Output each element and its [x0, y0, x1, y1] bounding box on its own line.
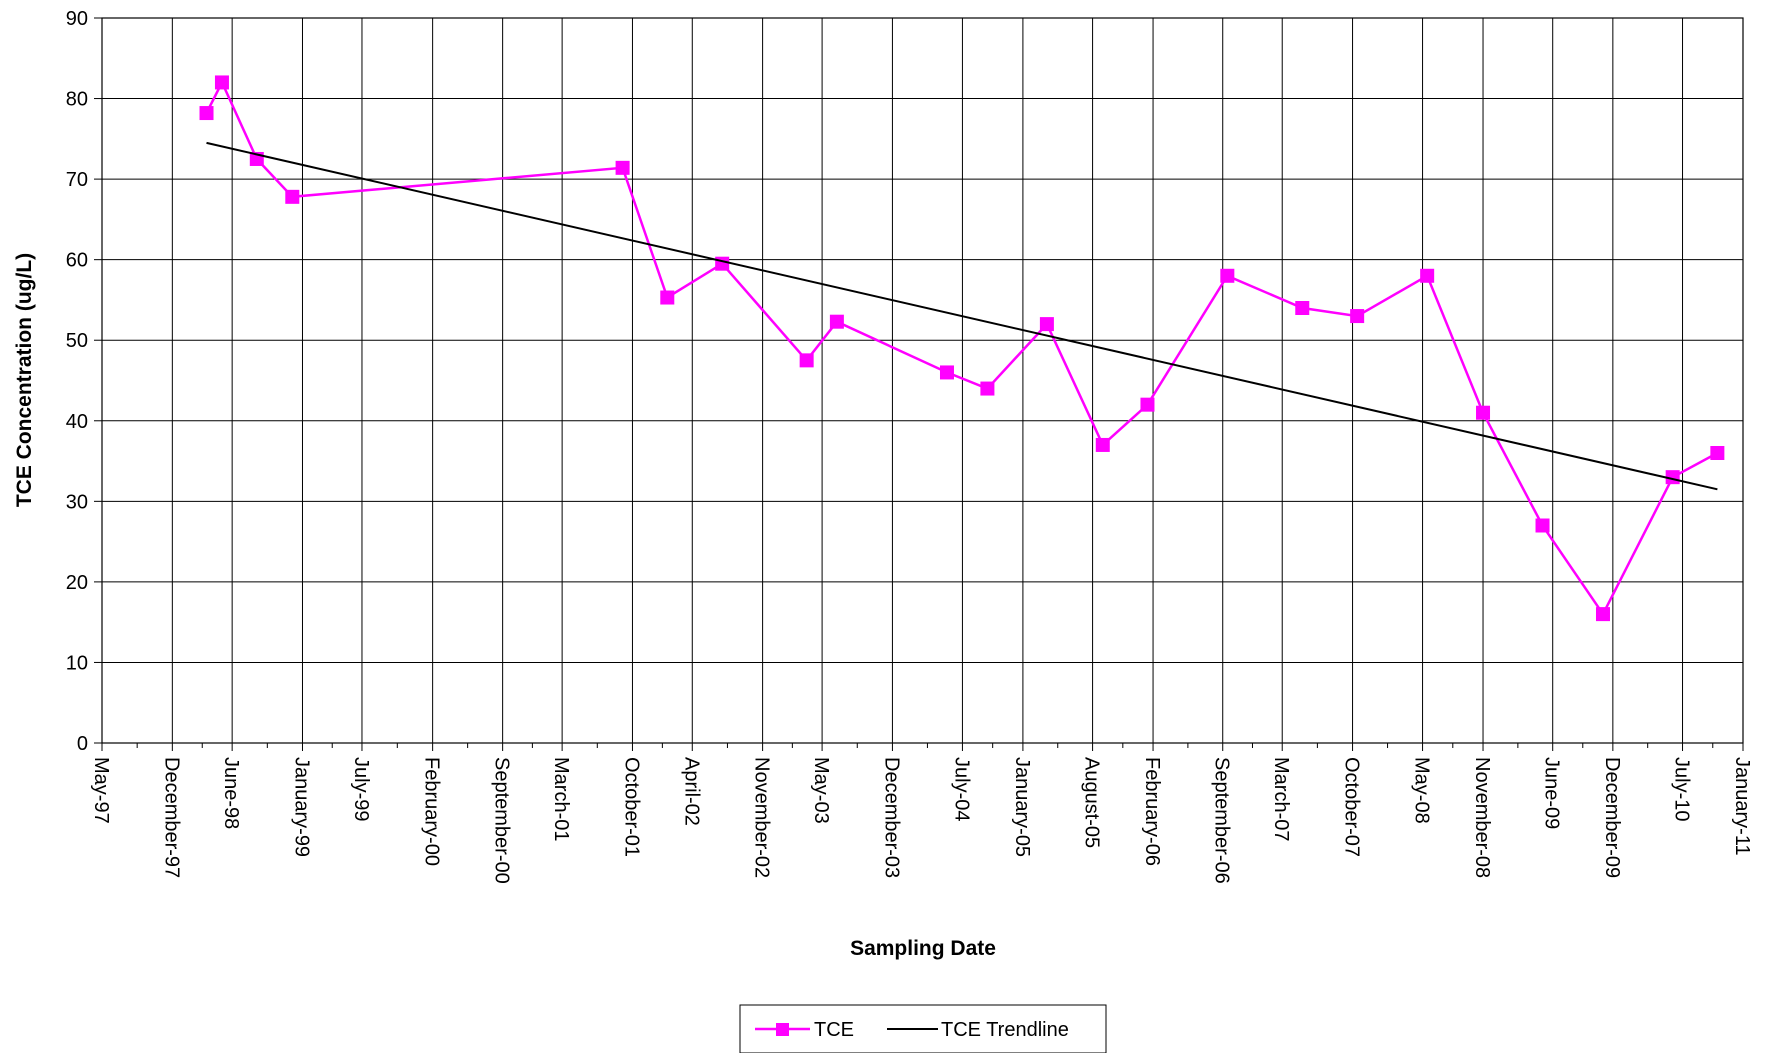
tce-data-point: [1220, 268, 1235, 283]
gridlines: [101, 17, 1744, 744]
tce-data-point: [199, 106, 214, 121]
x-tick-label: July-10: [1671, 757, 1693, 821]
y-tick-label: 50: [66, 330, 88, 352]
tce-data-point: [660, 290, 675, 305]
x-tick-label: February-06: [1141, 757, 1163, 866]
x-tick-label: May-03: [810, 757, 832, 824]
tce-data-point: [1420, 268, 1435, 283]
tce-data-point: [1295, 301, 1310, 315]
tce-data-point: [1039, 317, 1054, 332]
y-axis-ticks: 0 10 20 30 40 50 60 70 80 90: [66, 8, 88, 755]
x-tick-label: November-08: [1471, 757, 1493, 878]
x-tick-label: October-01: [620, 757, 642, 857]
tce-data-point: [939, 365, 954, 380]
x-tick-label: February-00: [421, 757, 443, 866]
y-tick-label: 40: [66, 411, 88, 433]
x-tick-label: January-11: [1731, 757, 1753, 856]
x-tick-label: November-02: [751, 757, 773, 878]
tce-data-point: [285, 189, 300, 204]
x-tick-label: October-07: [1341, 757, 1363, 857]
tce-data-point: [1476, 405, 1491, 420]
x-tick-label: June-98: [220, 757, 242, 829]
tce-data-point: [1140, 397, 1155, 412]
x-tick-label: September-00: [491, 757, 513, 884]
tce-trendline: [206, 141, 1718, 491]
x-tick-label: January-05: [1011, 757, 1033, 857]
x-axis-title: Sampling Date: [850, 937, 996, 960]
x-tick-label: March-07: [1270, 757, 1292, 841]
tce-data-point: [1710, 446, 1725, 460]
y-tick-label: 70: [66, 169, 88, 191]
x-tick-label: March-01: [550, 757, 572, 841]
y-axis-title: TCE Concentration (ug/L): [13, 253, 36, 507]
legend: TCE TCE Trendline: [739, 1004, 1107, 1053]
tce-data-point: [615, 160, 630, 175]
tce-data-point: [980, 381, 995, 396]
y-tick-label: 10: [66, 652, 88, 674]
x-tick-label: July-99: [350, 757, 372, 821]
legend-marker-tce: [776, 1023, 789, 1036]
y-tick-label: 80: [66, 89, 88, 111]
y-tick-label: 0: [77, 733, 88, 755]
series-layer: [199, 75, 1725, 622]
x-tick-label: September-06: [1211, 757, 1233, 884]
plot-border: [101, 17, 1744, 744]
legend-label-tce: TCE: [814, 1019, 854, 1041]
x-tick-label: June-09: [1541, 757, 1563, 829]
axes: [94, 17, 1744, 751]
x-tick-label: May-08: [1411, 757, 1433, 824]
x-tick-label: January-99: [290, 757, 312, 857]
tce-data-point: [1535, 518, 1550, 533]
y-tick-label: 60: [66, 250, 88, 272]
y-tick-label: 20: [66, 572, 88, 594]
tce-data-point: [829, 314, 844, 329]
x-tick-label: December-97: [160, 757, 182, 878]
tce-data-point: [1350, 309, 1365, 324]
x-tick-label: July-04: [950, 757, 972, 821]
plot-area: [102, 18, 1743, 743]
tce-data-point: [715, 256, 730, 271]
x-tick-label: December-03: [880, 757, 902, 878]
x-tick-label: December-09: [1601, 757, 1623, 878]
y-tick-label: 30: [66, 491, 88, 513]
tce-data-point: [1095, 437, 1110, 452]
y-tick-label: 90: [66, 8, 88, 30]
x-tick-label: April-02: [680, 757, 702, 826]
tce-data-point: [214, 75, 229, 90]
x-tick-label: August-05: [1081, 757, 1103, 848]
tce-data-point: [799, 353, 814, 368]
x-axis-ticks: May-97 December-97 June-98 January-99 July-9…: [90, 757, 1753, 884]
x-tick-label: May-97: [90, 757, 112, 824]
legend-label-trendline: TCE Trendline: [941, 1019, 1069, 1041]
tce-data-point: [1595, 607, 1610, 622]
